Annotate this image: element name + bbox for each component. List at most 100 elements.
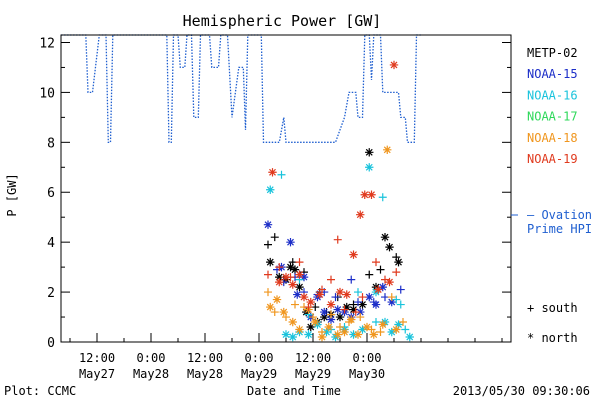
- point-north: [324, 322, 333, 332]
- plot-area: [61, 34, 421, 342]
- legend-south: + south: [527, 301, 578, 315]
- point-south: [392, 268, 401, 277]
- y-tick-label: 10: [39, 86, 55, 101]
- point-north: [383, 145, 392, 155]
- point-north: [320, 312, 329, 322]
- x-tick-label-time: 0:00: [353, 351, 382, 365]
- x-tick-label-date: May28: [133, 367, 169, 381]
- point-north: [266, 302, 275, 312]
- legend-ovation-2: Prime HPI: [527, 222, 592, 236]
- point-north: [365, 148, 374, 157]
- point-north: [315, 290, 324, 299]
- y-axis-label: P [GW]: [5, 173, 19, 216]
- y-tick-label: 0: [47, 336, 55, 351]
- x-tick-label-date: May27: [79, 367, 115, 381]
- x-tick-label-date: May30: [349, 367, 385, 381]
- point-north: [335, 312, 345, 322]
- point-north: [387, 297, 396, 307]
- point-north: [295, 270, 304, 279]
- point-north: [281, 272, 291, 282]
- point-north: [365, 163, 374, 172]
- point-north: [295, 325, 304, 334]
- point-south: [401, 325, 410, 334]
- y-tick-label: 6: [47, 186, 55, 201]
- point-south: [340, 305, 349, 314]
- ovation-hpi-line: [61, 34, 421, 143]
- point-south: [264, 270, 272, 279]
- point-south: [336, 323, 344, 332]
- x-tick-label-date: May28: [187, 367, 223, 381]
- legend-north: * north: [527, 331, 578, 345]
- point-north: [356, 307, 365, 317]
- point-south: [356, 313, 365, 322]
- legend-item: METP-02: [527, 46, 578, 60]
- point-north: [349, 250, 358, 259]
- series-noaa-19: [264, 60, 401, 317]
- x-axis: 12:00 May27 0:00 May28 12:00 May28 0:00 May29 12…: [69, 333, 503, 381]
- point-north: [374, 285, 383, 294]
- point-south: [372, 258, 380, 267]
- point-north: [347, 315, 356, 324]
- point-north: [326, 300, 336, 309]
- point-south: [331, 293, 340, 302]
- point-north: [371, 300, 381, 309]
- point-north: [365, 292, 374, 302]
- point-north: [358, 325, 367, 334]
- point-south: [277, 170, 286, 179]
- x-tick-label-date: May29: [241, 367, 277, 381]
- point-north: [380, 232, 390, 242]
- point-north: [353, 330, 363, 339]
- point-north: [317, 332, 327, 342]
- series-noaa-18: [264, 145, 407, 342]
- point-north: [275, 277, 284, 287]
- point-north: [387, 327, 396, 337]
- point-north: [326, 315, 336, 324]
- y-tick-label: 8: [47, 136, 55, 151]
- point-north: [279, 307, 288, 317]
- series-metp-02: [264, 148, 403, 332]
- point-south: [347, 275, 356, 284]
- point-south: [396, 285, 405, 294]
- x-axis-label: Date and Time: [247, 384, 341, 398]
- point-north: [286, 237, 295, 247]
- legend-item: NOAA-16: [527, 88, 578, 102]
- point-south: [275, 263, 284, 272]
- point-north: [293, 290, 302, 299]
- point-north: [385, 242, 394, 252]
- point-north: [342, 290, 351, 299]
- point-south: [381, 293, 389, 302]
- point-north: [358, 300, 367, 309]
- point-south: [327, 310, 335, 319]
- legend-ovation: — Ovation: [527, 208, 592, 222]
- y-axis: 0 2 4 6 8 10 12: [39, 36, 511, 351]
- point-south: [387, 293, 396, 302]
- point-south: [378, 193, 387, 202]
- x-tick-label-time: 12:00: [79, 351, 115, 365]
- point-south: [399, 318, 407, 327]
- point-north: [367, 190, 376, 199]
- x-tick-label-time: 12:00: [295, 351, 331, 365]
- point-south: [327, 275, 335, 284]
- point-north: [333, 330, 342, 339]
- point-north: [378, 320, 387, 329]
- x-tick-label-time: 0:00: [137, 351, 166, 365]
- point-north: [335, 287, 345, 297]
- legend: METP-02 NOAA-15 NOAA-16 NOAA-17 NOAA-18 NOAA-…: [511, 46, 592, 345]
- point-south: [372, 318, 380, 327]
- point-north: [311, 317, 320, 327]
- point-south: [354, 288, 362, 297]
- point-north: [320, 307, 329, 317]
- plot-frame: [60, 34, 512, 343]
- point-north: [266, 257, 275, 267]
- point-north: [342, 302, 351, 312]
- point-north: [286, 262, 295, 272]
- point-north: [356, 210, 365, 219]
- point-south: [311, 303, 320, 312]
- point-south: [333, 235, 342, 244]
- y-tick-label: 12: [39, 36, 55, 51]
- point-north: [288, 317, 297, 327]
- footer-plot-credit: Plot: CCMC: [4, 384, 76, 398]
- point-north: [378, 282, 387, 292]
- point-north: [405, 332, 414, 342]
